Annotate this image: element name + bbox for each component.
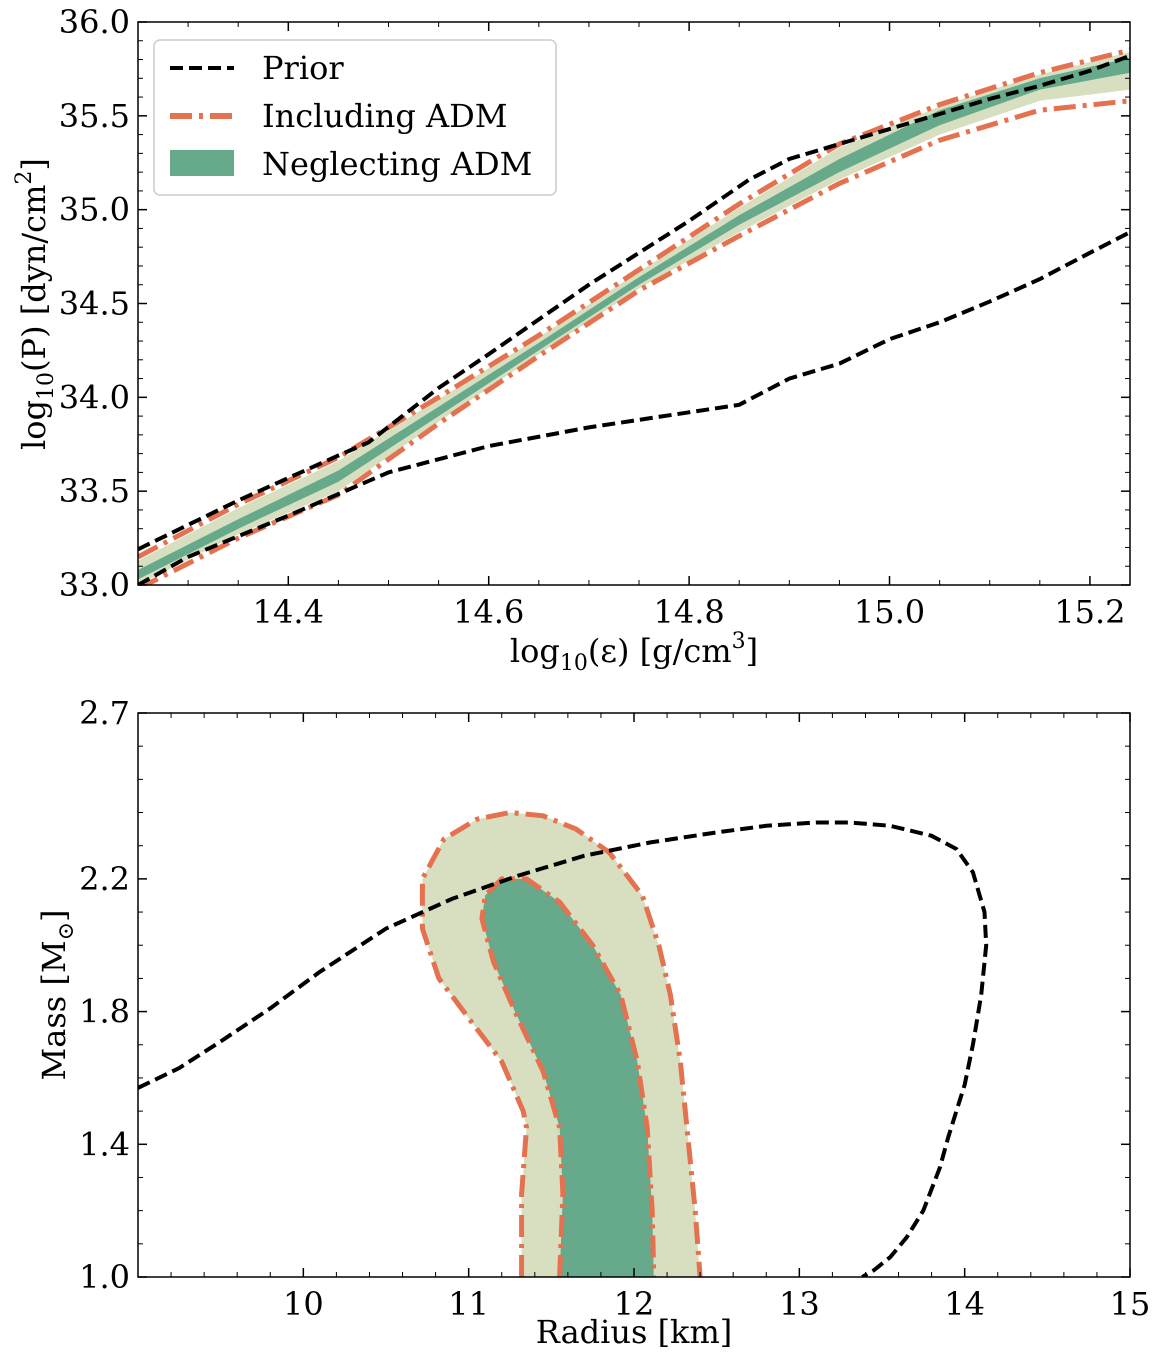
eos-ytick-label: 33.5 (59, 472, 130, 510)
mass-radius-x-axis-label: Radius [km] (536, 1313, 733, 1351)
mr-including-adm-inner-contour (479, 876, 657, 1277)
eos-data-layer (138, 47, 1130, 585)
eos-xtick-label: 14.6 (453, 593, 524, 631)
mr-xtick-label: 15 (1110, 1285, 1151, 1323)
mr-including-adm-outer-contour (419, 809, 703, 1277)
mr-ytick-label: 1.0 (79, 1258, 130, 1296)
eos-outer-band (138, 52, 1130, 585)
legend: Prior Including ADM Neglecting ADM (153, 39, 557, 196)
mr-xtick-label: 14 (944, 1285, 985, 1323)
mass-radius-panel: 10 11 12 13 14 151.01.41.82.22.7 Radius [km] … (35, 694, 1150, 1351)
eos-ytick-label: 34.5 (59, 285, 130, 323)
legend-including-adm-label: Including ADM (262, 97, 508, 135)
eos-y-axis-label: log10(P) [dyn/cm2] (12, 158, 59, 450)
legend-box (153, 39, 557, 196)
eos-ytick-label: 33.0 (59, 566, 130, 604)
legend-neglecting-adm-label: Neglecting ADM (262, 145, 532, 183)
eos-x-axis-label: log10(ε) [g/cm3] (510, 629, 758, 676)
eos-xtick-label: 14.4 (253, 593, 324, 631)
eos-ticks: 14.4 14.6 14.8 15.0 15.2 33.0 33.5 34.0 34.5 35.0… (59, 3, 1130, 631)
eos-xtick-label: 15.0 (854, 593, 925, 631)
mass-radius-ticks: 10 11 12 13 14 15 1.0 1.4 1.8 2.2 2.7 (79, 694, 1150, 1323)
eos-including-adm-line (138, 47, 1130, 560)
eos-xtick-label: 15.2 (1054, 593, 1125, 631)
eos-ytick-label: 34.0 (59, 378, 130, 416)
eos-ytick-label: 35.5 (59, 97, 130, 135)
legend-neglecting-adm-swatch (170, 150, 234, 176)
eos-ytick-label: 35.0 (59, 191, 130, 229)
eos-xtick-label: 14.8 (653, 593, 724, 631)
eos-panel: 14.4 14.6 14.8 15.0 15.2 33.0 33.5 34.0 34.5 35.0… (12, 3, 1131, 676)
mr-ytick-label: 1.4 (79, 1125, 130, 1163)
mr-ytick-label: 1.8 (79, 993, 130, 1031)
eos-neglecting-adm-band (138, 57, 1130, 580)
mr-ytick-label: 2.7 (79, 694, 130, 732)
eos-ytick-label: 36.0 (59, 3, 130, 41)
mr-ytick-label: 2.2 (79, 860, 130, 898)
mr-xtick-label: 10 (283, 1285, 324, 1323)
eos-prior-line (138, 53, 1130, 552)
eos-prior-line (138, 230, 1130, 585)
mass-radius-y-axis-label: Mass [M⊙] (35, 909, 79, 1080)
legend-prior-label: Prior (262, 49, 344, 87)
mr-prior-contour (138, 820, 989, 1277)
mr-xtick-label: 11 (448, 1285, 489, 1323)
mr-xtick-label: 12 (614, 1285, 655, 1323)
mr-xtick-label: 13 (779, 1285, 820, 1323)
mass-radius-data-layer (138, 809, 989, 1277)
